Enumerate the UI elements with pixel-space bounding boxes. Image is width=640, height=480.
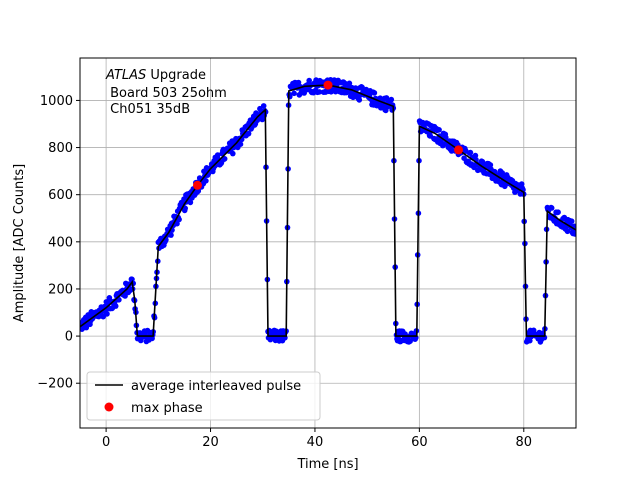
sample-point — [221, 156, 228, 162]
y-tick-label: 800 — [48, 141, 73, 156]
sample-point — [487, 162, 494, 168]
max-phase-point — [323, 80, 333, 90]
x-tick-label: 40 — [307, 435, 324, 450]
x-tick-label: 0 — [102, 435, 110, 450]
legend-dot-swatch — [104, 402, 114, 412]
legend: average interleaved pulse max phase — [86, 371, 321, 421]
sample-point — [122, 293, 128, 299]
sample-point — [346, 80, 353, 87]
sample-point — [548, 205, 555, 211]
sample-point — [371, 90, 378, 96]
sample-point — [187, 199, 194, 206]
sample-point — [245, 130, 252, 137]
max-phase-point — [454, 145, 464, 155]
x-tick-label: 60 — [411, 435, 428, 450]
sample-point — [472, 152, 479, 159]
legend-label-max: max phase — [131, 401, 203, 416]
annotation-upgrade: Upgrade — [146, 68, 206, 83]
sample-point — [572, 231, 576, 237]
y-tick-label: −200 — [37, 377, 73, 392]
sample-point — [564, 228, 571, 235]
sample-point — [168, 232, 174, 238]
x-axis-ticks: 0 20 40 60 80 — [102, 428, 532, 450]
sample-point — [176, 216, 182, 223]
annotation-line3: Ch051 35dB — [106, 102, 190, 117]
sample-point — [104, 311, 110, 317]
sample-point — [388, 96, 395, 103]
sample-point — [214, 152, 221, 158]
sample-point — [203, 178, 209, 184]
y-tick-label: 600 — [48, 188, 73, 203]
sample-point — [295, 79, 302, 86]
sample-point — [356, 97, 363, 103]
y-tick-label: 200 — [48, 282, 73, 297]
annotation-line2: Board 503 25ohm — [106, 86, 227, 101]
sample-point — [467, 149, 474, 156]
sample-point — [230, 150, 236, 157]
average-pulse-path — [80, 84, 576, 337]
sample-point — [555, 209, 561, 215]
average-pulse-line — [80, 84, 576, 337]
sample-point — [174, 220, 180, 227]
x-axis-label: Time [ns] — [296, 457, 358, 472]
y-tick-label: 400 — [48, 235, 73, 250]
annotation-atlas: ATLAS — [105, 68, 146, 83]
sample-point — [237, 141, 244, 147]
sample-point — [112, 303, 119, 309]
legend-label-average: average interleaved pulse — [131, 379, 301, 394]
annotation-line1: ATLAS Upgrade — [105, 68, 206, 83]
sample-point — [260, 103, 267, 109]
sample-point — [436, 127, 442, 133]
y-tick-label: 1000 — [40, 94, 73, 109]
max-phase-points — [192, 80, 464, 190]
sample-point — [291, 90, 297, 97]
scatter-samples — [80, 77, 576, 345]
sample-point — [316, 89, 323, 95]
plot-frame — [79, 57, 577, 429]
sample-point — [182, 205, 188, 212]
sample-point — [568, 218, 575, 224]
max-phase-point — [192, 180, 202, 190]
y-tick-label: 0 — [65, 330, 73, 345]
annotation-text: ATLAS Upgrade Board 503 25ohm Ch051 35dB — [105, 68, 227, 117]
y-axis-label: Amplitude [ADC Counts] — [12, 164, 27, 322]
x-tick-label: 80 — [516, 435, 533, 450]
y-axis-ticks: −200 0 200 400 600 800 1000 — [37, 94, 80, 392]
x-tick-label: 20 — [202, 435, 219, 450]
legend-box — [86, 371, 321, 421]
